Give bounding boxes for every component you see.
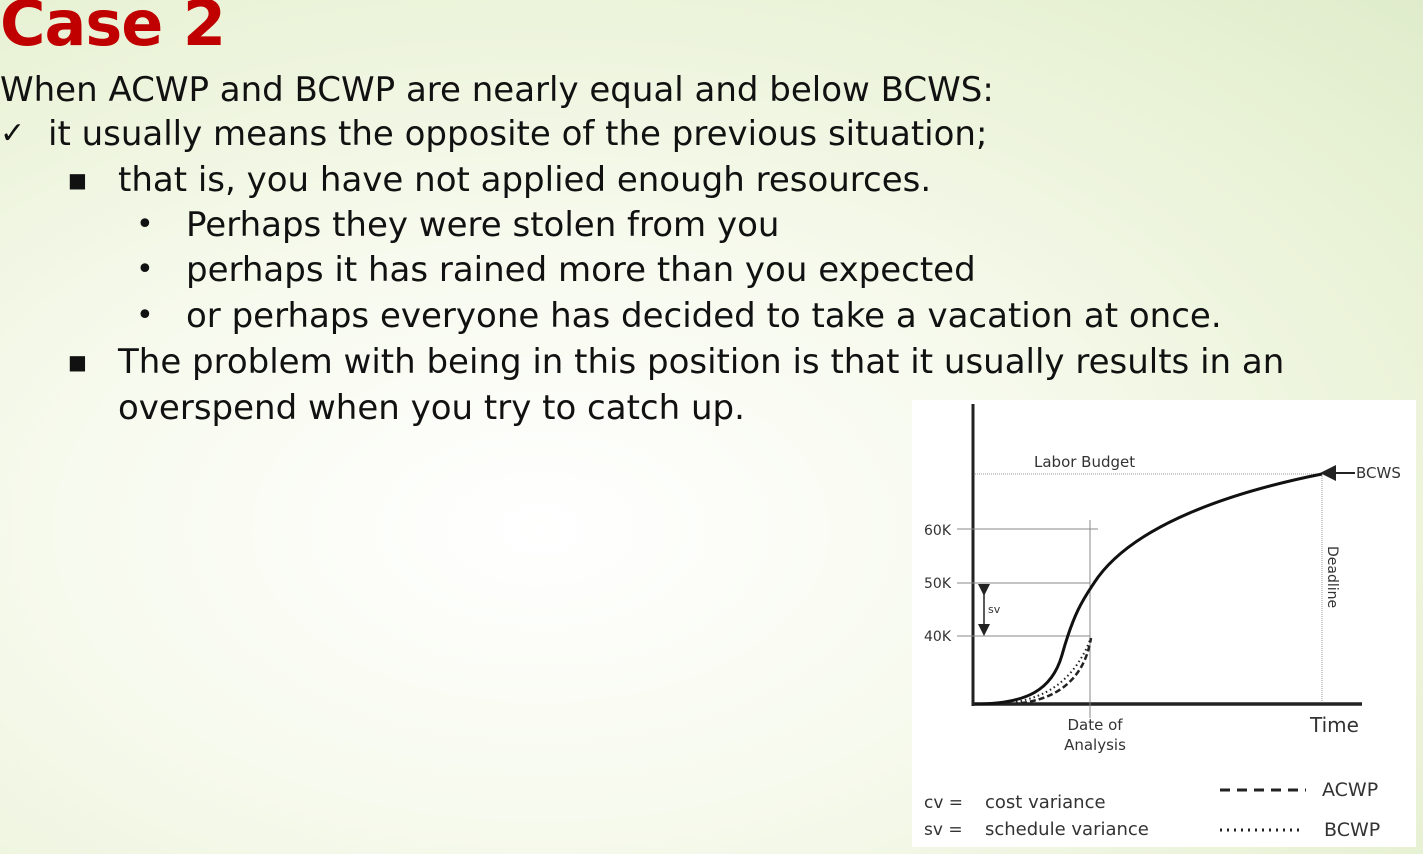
sub-point-2-line-2: overspend when you try to catch up.: [118, 388, 745, 428]
tick-label-60k: 60K: [924, 523, 952, 539]
legend-bcwp-label: BCWP: [1324, 819, 1380, 841]
date-of-analysis-label: Date of: [1067, 716, 1123, 734]
dot-bullet-icon: •: [136, 252, 154, 287]
bcws-label: BCWS: [1356, 464, 1401, 482]
legend-sv-text: schedule variance: [985, 819, 1149, 840]
cause-item-3: or perhaps everyone has decided to take …: [186, 296, 1222, 336]
bcws-curve: [974, 472, 1323, 706]
cause-item-1: Perhaps they were stolen from you: [186, 205, 780, 245]
tick-label-40k: 40K: [924, 629, 952, 645]
deadline-label: Deadline: [1324, 546, 1340, 608]
cause-item-2: perhaps it has rained more than you expe…: [186, 250, 976, 290]
legend-acwp-label: ACWP: [1322, 779, 1378, 801]
legend-sv-abbr: sv =: [924, 820, 963, 840]
sv-label: sv: [988, 603, 1001, 616]
time-label: Time: [1309, 713, 1359, 737]
date-of-analysis-label-2: Analysis: [1064, 736, 1126, 754]
main-point: it usually means the opposite of the pre…: [48, 114, 988, 154]
diagram-svg: Labor Budget BCWS 60K 50K 40K sv Deadlin…: [924, 404, 1401, 841]
legend-cv-abbr: cv =: [924, 793, 963, 813]
earned-value-diagram: Labor Budget BCWS 60K 50K 40K sv Deadlin…: [912, 400, 1416, 847]
dot-bullet-icon: •: [136, 207, 154, 242]
sub-point-2-line-1: The problem with being in this position …: [118, 342, 1285, 382]
square-bullet-icon: ■: [68, 168, 87, 192]
square-bullet-icon: ■: [68, 350, 87, 374]
dot-bullet-icon: •: [136, 298, 154, 333]
tick-label-50k: 50K: [924, 576, 952, 592]
sub-point-1: that is, you have not applied enough res…: [118, 160, 932, 200]
checkmark-icon: ✓: [0, 116, 26, 151]
acwp-curve: [1011, 637, 1093, 706]
legend-cv-text: cost variance: [985, 792, 1106, 813]
slide-title: Case 2: [0, 0, 226, 60]
labor-budget-label: Labor Budget: [1034, 453, 1135, 471]
intro-text: When ACWP and BCWP are nearly equal and …: [0, 70, 994, 110]
